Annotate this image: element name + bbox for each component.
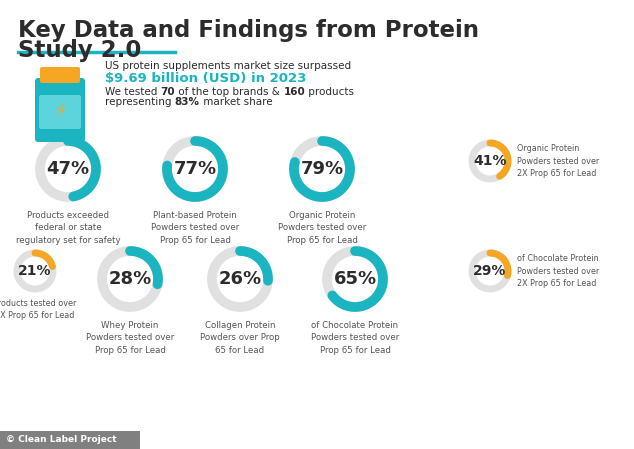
Text: $9.69 billion (USD) in 2023: $9.69 billion (USD) in 2023: [105, 72, 306, 85]
Text: Study 2.0: Study 2.0: [18, 39, 141, 62]
Text: 79%: 79%: [301, 160, 344, 178]
Text: 65%: 65%: [333, 270, 377, 288]
Text: of the top brands &: of the top brands &: [175, 87, 283, 97]
Text: of Chocolate Protein
Powders tested over
Prop 65 for Lead: of Chocolate Protein Powders tested over…: [311, 321, 399, 355]
Text: Whey Protein
Powders tested over
Prop 65 for Lead: Whey Protein Powders tested over Prop 65…: [86, 321, 174, 355]
Text: Organic Protein
Powders tested over
Prop 65 for Lead: Organic Protein Powders tested over Prop…: [278, 211, 366, 245]
Text: 29%: 29%: [474, 264, 507, 278]
FancyBboxPatch shape: [40, 67, 80, 83]
Text: US protein supplements market size surpassed: US protein supplements market size surpa…: [105, 61, 351, 71]
Text: 70: 70: [160, 87, 175, 97]
Text: © Clean Label Project: © Clean Label Project: [6, 436, 117, 445]
Text: Plant-based Protein
Powders tested over
Prop 65 for Lead: Plant-based Protein Powders tested over …: [151, 211, 239, 245]
Text: We tested: We tested: [105, 87, 160, 97]
Text: market share: market share: [200, 97, 273, 107]
Text: 160: 160: [283, 87, 305, 97]
Text: 47%: 47%: [46, 160, 89, 178]
Text: 83%: 83%: [175, 97, 200, 107]
Text: 77%: 77%: [174, 160, 217, 178]
Text: ⚡: ⚡: [53, 102, 67, 122]
Text: 26%: 26%: [219, 270, 262, 288]
Text: Key Data and Findings from Protein: Key Data and Findings from Protein: [18, 19, 479, 42]
FancyBboxPatch shape: [39, 95, 81, 129]
Text: products: products: [305, 87, 354, 97]
FancyBboxPatch shape: [35, 78, 85, 142]
Text: representing: representing: [105, 97, 175, 107]
Text: 21%: 21%: [18, 264, 52, 278]
Text: 41%: 41%: [473, 154, 507, 168]
Text: Products exceeded
federal or state
regulatory set for safety: Products exceeded federal or state regul…: [16, 211, 120, 245]
Text: Collagen Protein
Powders over Prop
65 for Lead: Collagen Protein Powders over Prop 65 fo…: [200, 321, 280, 355]
Text: 28%: 28%: [108, 270, 152, 288]
Text: Products tested over
2X Prop 65 for Lead: Products tested over 2X Prop 65 for Lead: [0, 299, 77, 321]
Text: Organic Protein
Powders tested over
2X Prop 65 for Lead: Organic Protein Powders tested over 2X P…: [517, 144, 599, 178]
FancyBboxPatch shape: [0, 431, 140, 449]
Text: of Chocolate Protein
Powders tested over
2X Prop 65 for Lead: of Chocolate Protein Powders tested over…: [517, 254, 599, 288]
